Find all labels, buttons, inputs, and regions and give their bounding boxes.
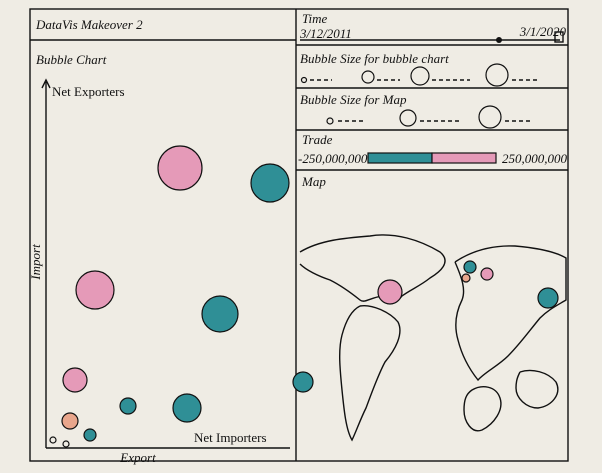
x-axis-label: Export bbox=[119, 450, 156, 465]
bubble bbox=[83, 428, 97, 442]
map-bubble bbox=[461, 273, 471, 283]
bubble bbox=[62, 440, 70, 448]
time-title: Time bbox=[302, 11, 328, 26]
map-bubble bbox=[463, 260, 477, 274]
continent-outline bbox=[454, 245, 567, 382]
bubble bbox=[61, 412, 79, 430]
bubble bbox=[49, 436, 57, 444]
bubble bbox=[62, 367, 88, 393]
bubble bbox=[75, 270, 115, 310]
page-title: DataVis Makeover 2 bbox=[35, 17, 143, 32]
bubble-chart-title: Bubble Chart bbox=[36, 52, 107, 67]
world-map bbox=[292, 234, 567, 442]
trade-title: Trade bbox=[302, 132, 333, 147]
continent-outline bbox=[299, 234, 446, 302]
net-importers-label: Net Importers bbox=[194, 430, 267, 445]
continent-outline bbox=[515, 369, 559, 409]
size-legend-circle bbox=[326, 117, 334, 125]
map-title: Map bbox=[301, 174, 326, 189]
map-bubble bbox=[480, 267, 494, 281]
map-bubble bbox=[537, 287, 559, 309]
bubble bbox=[157, 145, 203, 191]
bubbles bbox=[49, 145, 290, 448]
size-legend-circle bbox=[361, 70, 375, 84]
net-exporters-label: Net Exporters bbox=[52, 84, 125, 99]
outer-frame bbox=[29, 8, 569, 462]
bubble bbox=[201, 295, 239, 333]
bubble-size-chart-title: Bubble Size for bubble chart bbox=[300, 51, 449, 66]
size-legend-circle bbox=[300, 76, 308, 84]
bubble bbox=[250, 163, 290, 203]
y-axis-label: Import bbox=[28, 244, 43, 281]
time-slider-end[interactable] bbox=[554, 31, 564, 43]
trade-max: 250,000,000 bbox=[502, 151, 568, 166]
size-legend-circle bbox=[478, 105, 502, 129]
size-legend-circle bbox=[485, 63, 509, 87]
map-bubble bbox=[377, 279, 403, 305]
bubble-size-map-title: Bubble Size for Map bbox=[300, 92, 407, 107]
time-slider-handle[interactable] bbox=[496, 37, 502, 43]
map-bubble bbox=[292, 371, 314, 393]
bubble bbox=[172, 393, 202, 423]
size-legend-circle bbox=[399, 109, 417, 127]
size-legend-circle bbox=[410, 66, 430, 86]
trade-scale-positive bbox=[431, 152, 497, 164]
trade-min: -250,000,000 bbox=[298, 151, 368, 166]
trade-scale-negative bbox=[367, 152, 433, 164]
time-start: 3/12/2011 bbox=[299, 26, 352, 41]
bubble bbox=[119, 397, 137, 415]
continent-outline bbox=[463, 386, 502, 432]
y-arrow bbox=[41, 78, 51, 89]
continent-outline bbox=[339, 305, 401, 442]
